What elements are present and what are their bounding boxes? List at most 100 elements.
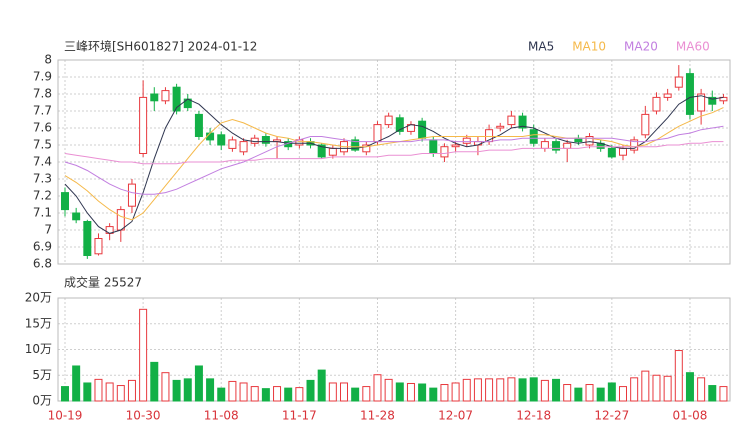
candle-body — [351, 139, 360, 151]
candle-body — [418, 120, 427, 139]
x-tick-label: 11-08 — [204, 409, 239, 423]
volume-bar — [429, 387, 438, 402]
volume-bar — [518, 378, 527, 402]
volume-bar — [384, 378, 393, 402]
y-tick-label: 0万 — [32, 394, 52, 408]
volume-bar — [61, 386, 69, 402]
volume-bar — [150, 361, 159, 402]
x-tick-label: 11-28 — [360, 409, 395, 423]
y-tick-label: 6.8 — [33, 257, 52, 271]
volume-bar — [496, 378, 505, 402]
volume-bar — [685, 372, 694, 402]
legend-label: MA20 — [624, 40, 658, 54]
ma-line — [64, 141, 724, 165]
candle-body — [574, 137, 583, 143]
candle-body — [518, 115, 527, 129]
x-tick-label: 01-08 — [673, 409, 708, 423]
volume-bar — [217, 387, 226, 402]
volume-bar — [719, 386, 728, 402]
volume-bar — [485, 378, 494, 402]
candle-body — [529, 129, 538, 144]
y-tick-label: 7.2 — [33, 189, 52, 203]
volume-bar — [295, 387, 304, 402]
volume-bar — [105, 382, 114, 402]
volume-bar — [239, 382, 248, 402]
chart-title: 三峰环境[SH601827] 2024-01-12 — [64, 39, 257, 54]
candle-body — [83, 221, 92, 256]
volume-bar — [250, 386, 259, 402]
candle-body — [540, 141, 549, 149]
volume-bar — [697, 377, 706, 402]
volume-bar — [708, 385, 717, 402]
candle-body — [652, 96, 661, 112]
volume-bar — [473, 378, 482, 402]
y-tick-label: 6.9 — [33, 240, 52, 254]
x-tick-label: 12-27 — [594, 409, 629, 423]
volume-bar — [351, 387, 360, 402]
candle-body — [217, 134, 226, 146]
volume-bar — [273, 386, 282, 402]
candle-body — [697, 93, 706, 112]
volume-bar — [373, 374, 382, 402]
candle-body — [172, 86, 181, 112]
volume-bar — [172, 379, 181, 402]
legend-label: MA60 — [676, 40, 710, 54]
volume-bar — [261, 388, 270, 402]
volume-bar — [641, 370, 650, 402]
legend-label: MA5 — [528, 40, 554, 54]
candle-body — [194, 113, 203, 138]
candle-body — [496, 125, 505, 129]
candle-body — [127, 183, 136, 207]
candle-body — [685, 73, 694, 115]
y-tick-label: 8 — [44, 53, 52, 67]
y-tick-label: 10万 — [25, 342, 52, 356]
volume-bar — [395, 382, 404, 402]
volume-bar — [284, 387, 293, 402]
ma-line — [64, 107, 724, 221]
volume-bar — [362, 386, 371, 402]
candle-body — [150, 93, 159, 102]
candle-body — [206, 132, 215, 141]
candle-body — [429, 139, 438, 154]
candle-body — [161, 90, 170, 102]
volume-bar — [507, 377, 516, 402]
candle-body — [451, 144, 460, 148]
candle-body — [373, 124, 382, 143]
candle-body — [507, 115, 516, 126]
y-tick-label: 7.9 — [33, 70, 52, 84]
x-tick-label: 12-07 — [438, 409, 473, 423]
y-tick-label: 15万 — [25, 316, 52, 330]
plot-border — [57, 297, 731, 402]
candle-body — [440, 146, 449, 158]
ma-line — [64, 125, 724, 195]
candle-body — [317, 144, 326, 158]
volume-bar — [552, 378, 561, 402]
volume-bar — [206, 378, 215, 402]
volume-bar — [596, 387, 605, 402]
candle-body — [462, 137, 471, 144]
candle-body — [139, 96, 148, 154]
candle-body — [641, 113, 650, 136]
volume-bar — [418, 383, 427, 402]
volume-bar — [462, 378, 471, 402]
volume-bar — [607, 382, 616, 402]
volume-bar — [228, 380, 237, 402]
candle-body — [708, 96, 717, 105]
candle-body — [384, 115, 393, 126]
legend-label: MA10 — [572, 40, 606, 54]
x-tick-label: 10-30 — [126, 409, 161, 423]
volume-bar — [406, 382, 415, 402]
volume-bar — [440, 384, 449, 402]
candle-body — [585, 136, 594, 146]
volume-bar — [72, 365, 81, 402]
volume-bar — [585, 384, 594, 402]
y-tick-label: 7.4 — [33, 155, 52, 169]
volume-bar — [652, 374, 661, 402]
y-tick-label: 7.6 — [33, 121, 52, 135]
volume-bar — [574, 387, 583, 402]
volume-bar — [563, 384, 572, 402]
y-tick-label: 20万 — [25, 291, 52, 305]
y-tick-label: 5万 — [32, 368, 52, 382]
volume-bar — [139, 308, 148, 402]
